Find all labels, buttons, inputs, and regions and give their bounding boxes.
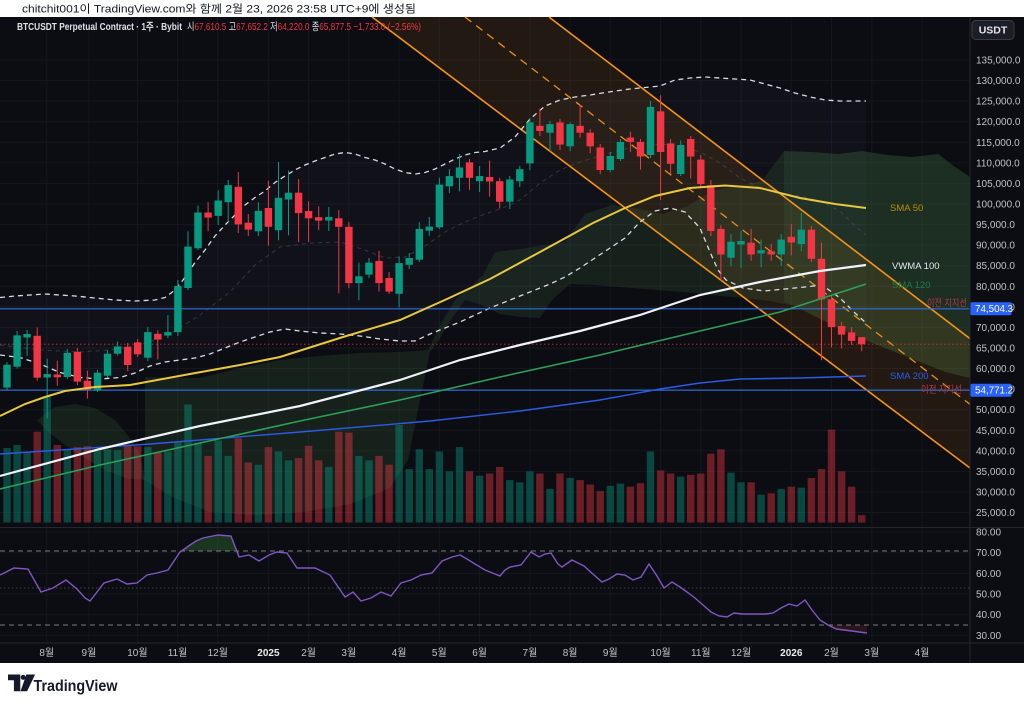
- svg-text:135,000.0: 135,000.0: [976, 56, 1021, 67]
- svg-text:4월: 4월: [392, 647, 407, 659]
- svg-text:30.00: 30.00: [976, 631, 1001, 642]
- svg-text:9월: 9월: [603, 647, 618, 659]
- svg-text:8월: 8월: [39, 647, 54, 659]
- svg-text:70,000.0: 70,000.0: [976, 323, 1015, 334]
- svg-text:SMA 120: SMA 120: [892, 280, 931, 291]
- svg-text:95,000.0: 95,000.0: [976, 220, 1015, 231]
- svg-text:25,000.0: 25,000.0: [976, 508, 1015, 519]
- svg-text:이전 지지선 -: 이전 지지선 -: [921, 384, 967, 396]
- svg-text:125,000.0: 125,000.0: [976, 97, 1021, 108]
- svg-text:VWMA 100: VWMA 100: [892, 261, 940, 272]
- svg-text:시67,610.5 고67,652.2 저64,220.0: 시67,610.5 고67,652.2 저64,220.0 종65,877.5 …: [187, 21, 421, 33]
- svg-text:3월: 3월: [864, 647, 879, 659]
- svg-text:2월: 2월: [301, 647, 316, 659]
- svg-text:10월: 10월: [127, 647, 147, 659]
- svg-text:BTCUSDT Perpetual Contract · 1: BTCUSDT Perpetual Contract · 1주 · Bybit: [17, 21, 182, 33]
- svg-text:100,000.0: 100,000.0: [976, 200, 1021, 211]
- svg-text:SMA 50: SMA 50: [890, 203, 923, 214]
- svg-text:TradingView: TradingView: [34, 678, 119, 695]
- svg-text:45,000.0: 45,000.0: [976, 426, 1015, 437]
- svg-text:115,000.0: 115,000.0: [976, 138, 1020, 149]
- svg-text:2026: 2026: [780, 648, 803, 659]
- svg-text:105,000.0: 105,000.0: [976, 179, 1021, 190]
- svg-text:12월: 12월: [208, 647, 228, 659]
- svg-text:85,000.0: 85,000.0: [976, 261, 1015, 272]
- svg-text:6월: 6월: [472, 647, 487, 659]
- svg-text:10월: 10월: [650, 647, 670, 659]
- svg-text:60,000.0: 60,000.0: [976, 364, 1015, 375]
- svg-text:74,504.3: 74,504.3: [975, 304, 1014, 315]
- svg-text:110,000.0: 110,000.0: [976, 158, 1020, 169]
- svg-text:SMA 200: SMA 200: [890, 371, 929, 382]
- svg-text:30,000.0: 30,000.0: [976, 488, 1015, 499]
- svg-text:5월: 5월: [432, 647, 447, 659]
- svg-text:80.00: 80.00: [976, 528, 1001, 539]
- svg-text:8월: 8월: [563, 647, 578, 659]
- svg-text:40,000.0: 40,000.0: [976, 446, 1015, 457]
- svg-text:130,000.0: 130,000.0: [976, 76, 1021, 87]
- svg-text:90,000.0: 90,000.0: [976, 241, 1015, 252]
- svg-text:11월: 11월: [691, 647, 711, 659]
- svg-text:54,771.2: 54,771.2: [975, 385, 1013, 396]
- svg-text:2025: 2025: [257, 648, 280, 659]
- svg-text:USDT: USDT: [979, 25, 1008, 37]
- svg-text:65,000.0: 65,000.0: [976, 344, 1015, 355]
- svg-text:80,000.0: 80,000.0: [976, 282, 1015, 293]
- svg-text:4월: 4월: [915, 647, 930, 659]
- svg-text:11월: 11월: [168, 647, 188, 659]
- svg-text:이전 지지선: 이전 지지선: [927, 298, 967, 310]
- svg-text:50,000.0: 50,000.0: [976, 405, 1015, 416]
- svg-text:60.00: 60.00: [976, 569, 1001, 580]
- svg-text:3월: 3월: [341, 647, 356, 659]
- svg-text:120,000.0: 120,000.0: [976, 117, 1021, 128]
- svg-text:9월: 9월: [82, 647, 97, 659]
- svg-text:chitchit001이 TradingView.com와: chitchit001이 TradingView.com와 함께 2월 23, …: [22, 3, 416, 16]
- svg-text:50.00: 50.00: [976, 590, 1001, 601]
- svg-text:35,000.0: 35,000.0: [976, 467, 1015, 478]
- svg-text:12월: 12월: [731, 647, 751, 659]
- svg-text:70.00: 70.00: [976, 548, 1001, 559]
- svg-text:7월: 7월: [523, 647, 538, 659]
- svg-text:40.00: 40.00: [976, 610, 1001, 621]
- svg-text:2월: 2월: [824, 647, 839, 659]
